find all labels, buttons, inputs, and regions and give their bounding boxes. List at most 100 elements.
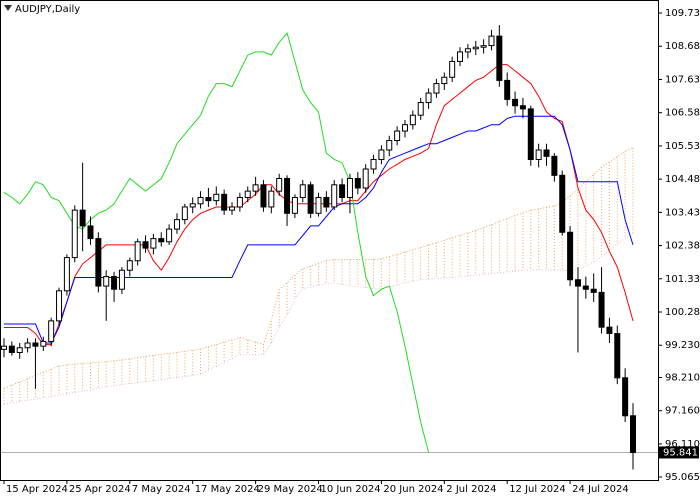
candle-body: [213, 193, 220, 202]
x-tick-label: 25 Apr 2024: [69, 484, 131, 495]
candle-body: [527, 108, 534, 161]
candle-body: [1, 345, 7, 350]
candle-body: [40, 340, 47, 347]
candle-body: [472, 46, 479, 50]
candle-body: [95, 238, 102, 287]
candle-body: [252, 184, 259, 192]
candle-body: [103, 276, 110, 287]
candle-body: [299, 184, 306, 198]
y-tick-label: 96.110: [665, 439, 700, 450]
y-tick-label: 97.160: [665, 406, 700, 417]
candle-body: [87, 225, 94, 240]
y-tick-label: 104.480: [665, 174, 700, 185]
candle-body: [590, 288, 597, 293]
candle-body: [512, 98, 519, 107]
candle-body: [111, 276, 118, 290]
candle-body: [433, 83, 440, 94]
candle-body: [606, 326, 613, 335]
candle-body: [339, 184, 346, 198]
candle-body: [574, 279, 581, 287]
candle-body: [323, 196, 330, 208]
candle-body: [16, 347, 23, 353]
candle-body: [362, 168, 369, 189]
y-tick-label: 105.530: [665, 141, 700, 152]
candle-body: [543, 149, 550, 157]
candle-body: [260, 184, 267, 208]
candle-body: [457, 51, 464, 62]
y-tick-label: 101.330: [665, 274, 700, 285]
y-tick-label: 108.680: [665, 41, 700, 52]
x-tick-label: 12 Jul 2024: [509, 484, 566, 495]
candle-body: [331, 184, 338, 208]
candle-body: [142, 241, 149, 249]
chart-title: AUDJPY,Daily: [15, 4, 80, 15]
plot-frame: [0, 0, 659, 481]
plot-area: [1, 25, 658, 470]
y-tick-label: 100.280: [665, 307, 700, 318]
x-tick-label: 20 Jun 2024: [383, 484, 443, 495]
candle-body: [150, 238, 157, 249]
candle-body: [622, 377, 629, 417]
candle-body: [567, 231, 574, 281]
candle-body: [71, 209, 78, 259]
candle-body: [394, 130, 401, 142]
candle-body: [197, 196, 204, 205]
candle-body: [221, 193, 228, 211]
candle-body: [244, 190, 251, 198]
candle-body: [370, 159, 377, 170]
y-tick-label: 109.730: [665, 8, 700, 19]
candle-body: [378, 149, 385, 161]
candle-body: [268, 190, 275, 208]
y-tick-label: 95.065: [665, 472, 700, 483]
last-price-box: [659, 446, 699, 459]
candle-body: [32, 342, 39, 347]
x-tick-label: 29 May 2024: [258, 484, 323, 495]
candle-body: [276, 177, 283, 192]
symbol-icon: [4, 5, 12, 11]
x-tick-label: 10 Jun 2024: [321, 484, 381, 495]
candle-body: [630, 415, 636, 453]
candle-body: [582, 285, 589, 290]
y-tick-label: 107.630: [665, 74, 700, 85]
candle-body: [173, 219, 180, 230]
candle-body: [496, 35, 503, 81]
candle-body: [488, 35, 495, 47]
candle-body: [236, 196, 243, 208]
candle-body: [409, 114, 416, 126]
candle-body: [307, 184, 314, 214]
candle-body: [189, 203, 196, 208]
x-tick-label: 7 May 2024: [132, 484, 191, 495]
candle-body: [291, 196, 298, 214]
candle-body: [79, 209, 86, 227]
candle-body: [284, 177, 291, 214]
candle-body: [56, 290, 63, 322]
candle-body: [346, 177, 353, 198]
y-tick-label: 106.580: [665, 108, 700, 119]
candle-body: [63, 257, 70, 292]
candle-body: [598, 291, 605, 328]
x-tick-label: 24 Jul 2024: [572, 484, 629, 495]
candle-body: [24, 342, 31, 349]
candle-body: [417, 102, 424, 116]
candle-body: [229, 206, 236, 211]
candle-body: [441, 76, 448, 85]
candle-body: [354, 177, 361, 189]
candle-body: [118, 269, 125, 290]
y-tick-label: 99.230: [665, 340, 700, 351]
candle-body: [519, 105, 526, 110]
candle-body: [551, 155, 558, 176]
y-tick-label: 102.380: [665, 241, 700, 252]
candle-body: [48, 320, 55, 342]
x-tick-label: 17 May 2024: [195, 484, 260, 495]
candle-body: [8, 345, 15, 353]
candle-body: [614, 333, 621, 379]
candle-body: [464, 48, 471, 53]
candle-body: [166, 228, 173, 243]
candle-body: [449, 60, 456, 78]
candle-body: [504, 79, 511, 100]
candle-body: [559, 174, 566, 233]
x-tick-label: 2 Jul 2024: [446, 484, 496, 495]
y-tick-label: 103.430: [665, 207, 700, 218]
